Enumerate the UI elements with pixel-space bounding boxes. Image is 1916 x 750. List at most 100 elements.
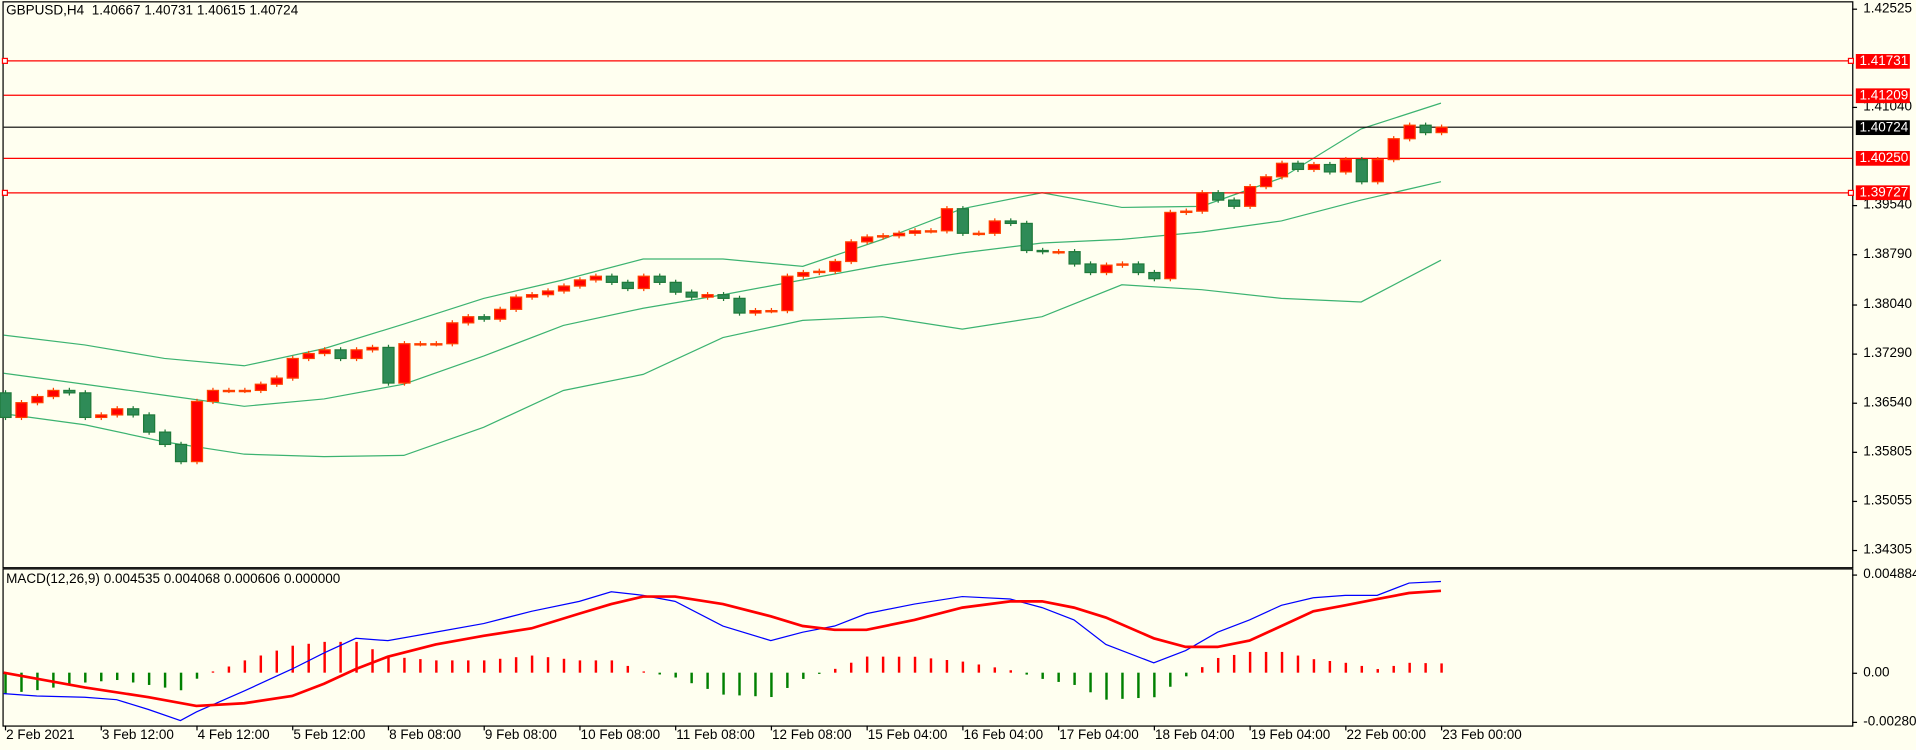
- macd-line: [3, 580, 1441, 722]
- bullish-candle: [813, 270, 826, 274]
- current-price-tag: 1.40724: [1855, 119, 1910, 135]
- price-axis-tick: [1852, 303, 1858, 306]
- macd-axis-tick: [1852, 574, 1858, 576]
- bullish-candle: [876, 235, 890, 238]
- macd-label: MACD(12,26,9): [6, 572, 100, 587]
- price-axis-tick: [1852, 205, 1858, 207]
- bullish-candle: [637, 275, 650, 290]
- macd-axis-label: 0.004884: [1863, 566, 1916, 582]
- time-axis-label: 9 Feb 08:00: [484, 727, 557, 743]
- price-axis-label: 1.41040: [1863, 99, 1913, 114]
- time-axis-label: 4 Feb 12:00: [197, 727, 270, 743]
- price-axis-tick: [1852, 8, 1858, 10]
- level-handle-right: [1847, 57, 1854, 64]
- bullish-candle: [541, 290, 555, 296]
- bullish-candle: [47, 389, 60, 398]
- symbol-header: GBPUSD,H4 1.40667 1.40731 1.40615 1.4072…: [6, 4, 298, 19]
- bullish-candle: [446, 322, 459, 345]
- bullish-candle: [286, 357, 299, 379]
- price-axis-tick: [1852, 353, 1858, 355]
- bearish-candle: [334, 349, 347, 360]
- time-axis-label: 16 Feb 04:00: [963, 727, 1044, 743]
- level-price-tag: 1.41209: [1855, 87, 1910, 103]
- bullish-candle: [414, 343, 427, 346]
- level-handle-left: [1, 57, 8, 64]
- time-axis-label: 23 Feb 00:00: [1442, 727, 1522, 743]
- bullish-candle: [270, 377, 283, 385]
- time-axis-label: 10 Feb 08:00: [580, 727, 661, 743]
- price-chart-panel[interactable]: [2, 1, 1854, 569]
- price-axis-label: 1.39540: [1863, 197, 1913, 213]
- bollinger-middle-band: [3, 181, 1442, 407]
- bearish-candle: [605, 275, 618, 283]
- bearish-candle: [1004, 220, 1017, 225]
- bullish-candle: [1387, 138, 1400, 161]
- time-axis-tick: [675, 725, 677, 731]
- bullish-candle: [701, 294, 714, 298]
- time-axis-label: 17 Feb 04:00: [1059, 727, 1139, 743]
- bullish-candle: [892, 232, 906, 237]
- price-axis-label: 1.38790: [1863, 247, 1913, 262]
- bullish-candle: [302, 352, 315, 360]
- time-axis-label: 12 Feb 08:00: [772, 727, 852, 743]
- bullish-candle: [206, 389, 220, 403]
- bullish-candle: [908, 230, 922, 234]
- level-handle-left: [1, 189, 8, 196]
- bearish-candle: [1212, 192, 1225, 201]
- bollinger-upper-band: [3, 102, 1442, 367]
- close-value: 1.40724: [249, 3, 299, 19]
- time-axis-tick: [1345, 725, 1347, 731]
- time-axis-tick: [962, 725, 964, 731]
- bearish-candle: [174, 443, 188, 463]
- bullish-candle: [1259, 176, 1273, 188]
- bullish-candle: [95, 414, 108, 419]
- bullish-candle: [190, 400, 204, 463]
- price-axis-tick: [1852, 549, 1858, 552]
- macd-panel[interactable]: [2, 568, 1854, 727]
- bearish-candle: [669, 281, 682, 293]
- bearish-candle: [1323, 163, 1337, 173]
- time-axis-label: 19 Feb 04:00: [1250, 727, 1331, 743]
- time-axis-tick: [1058, 725, 1060, 731]
- bullish-candle: [924, 230, 938, 233]
- bullish-candle: [1116, 263, 1129, 266]
- bearish-candle: [733, 297, 746, 314]
- time-axis-label: 18 Feb 04:00: [1154, 727, 1235, 743]
- bullish-candle: [430, 343, 443, 346]
- time-axis-label: 11 Feb 08:00: [676, 727, 755, 743]
- bullish-candle: [557, 285, 571, 292]
- bullish-candle: [589, 275, 603, 281]
- level-price-tag: 1.39727: [1855, 185, 1910, 201]
- macd-axis-tick: [1852, 721, 1858, 723]
- bullish-candle: [1339, 158, 1352, 173]
- time-axis-label: 15 Feb 04:00: [867, 727, 948, 743]
- price-axis-label: 1.38040: [1863, 296, 1913, 312]
- time-axis-tick: [579, 725, 581, 731]
- bearish-candle: [1020, 222, 1033, 252]
- bullish-candle: [829, 260, 842, 272]
- bullish-candle: [861, 236, 874, 243]
- price-axis-label: 1.36540: [1863, 395, 1913, 411]
- bullish-candle: [238, 389, 252, 393]
- bearish-candle: [685, 291, 698, 298]
- symbol-label: GBPUSD,H4: [6, 3, 85, 19]
- bullish-candle: [940, 208, 954, 232]
- bollinger-lower-band: [3, 259, 1442, 458]
- bullish-candle: [1435, 126, 1448, 134]
- time-axis-label: 3 Feb 12:00: [101, 727, 174, 743]
- time-axis-tick: [483, 725, 485, 731]
- time-axis-tick: [292, 725, 294, 731]
- time-axis-label: 5 Feb 12:00: [293, 727, 366, 743]
- bullish-candle: [462, 316, 475, 324]
- bullish-candle: [765, 309, 778, 313]
- bearish-candle: [1419, 124, 1432, 134]
- signal-value: 0.004068: [163, 572, 221, 587]
- bearish-candle: [142, 414, 156, 433]
- histogram-value: 0.000606: [223, 572, 281, 587]
- high-value: 1.40731: [144, 3, 194, 19]
- bullish-candle: [573, 279, 587, 287]
- bullish-candle: [988, 220, 1001, 234]
